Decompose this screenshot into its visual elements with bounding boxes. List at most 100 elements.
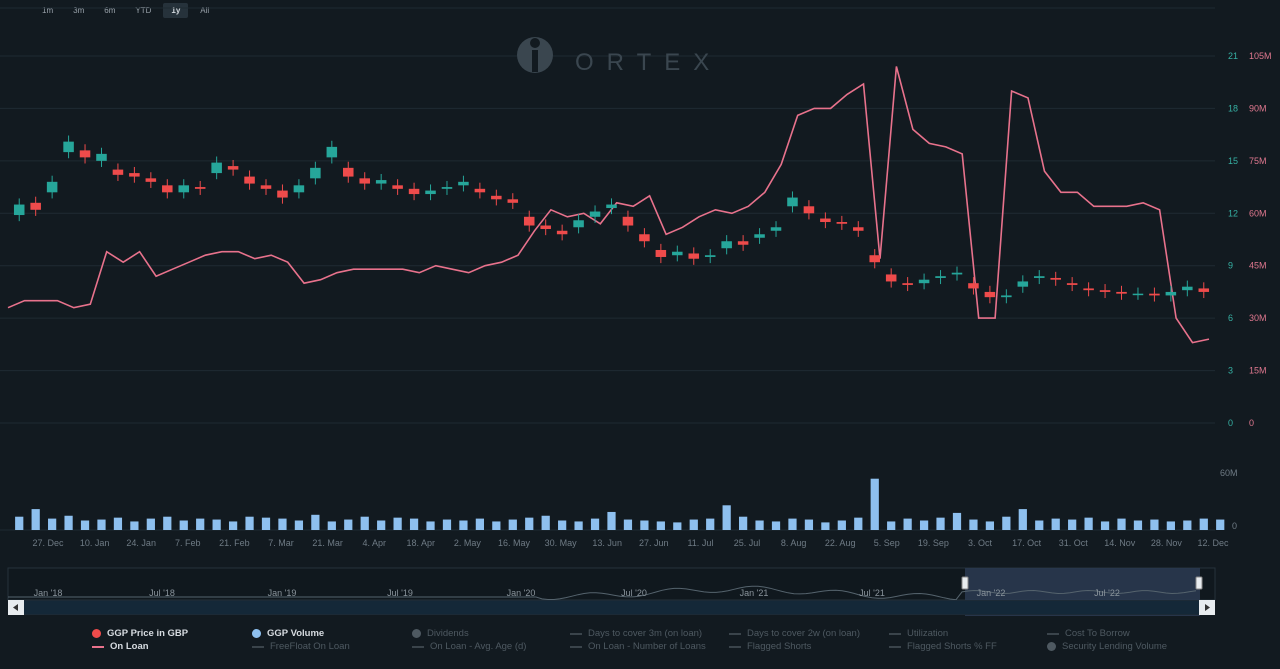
volume-bar	[294, 520, 304, 530]
legend-item-on-loan-number-of-loans[interactable]: On Loan - Number of Loans	[570, 641, 706, 652]
candle-body	[359, 178, 370, 184]
volume-bar	[311, 514, 320, 530]
legend-item-security-lending-volume[interactable]: Security Lending Volume	[1047, 641, 1167, 652]
loan-axis-tick: 60M	[1249, 208, 1267, 218]
x-axis-tick: 12. Dec	[1197, 538, 1229, 548]
volume-bar	[80, 520, 90, 530]
range-button-1y[interactable]: 1y	[163, 3, 189, 18]
legend-item-cost-to-borrow[interactable]: Cost To Borrow	[1047, 628, 1130, 639]
price-candles	[13, 135, 1210, 304]
price-axis-tick: 3	[1228, 366, 1233, 376]
volume-bar	[640, 520, 649, 530]
volume-bar	[1100, 521, 1110, 530]
navigator[interactable]: Jan '18 Jul '18 Jan '19 Jul '19 Jan '20 Jul '…	[7, 567, 1216, 616]
legend-item-utilization[interactable]: Utilization	[889, 628, 948, 639]
candle-body	[1001, 295, 1012, 298]
legend-item-flagged-shorts[interactable]: Flagged Shorts	[729, 641, 811, 652]
volume-bar	[426, 521, 435, 530]
legend-item-freefloat-on-loan[interactable]: FreeFloat On Loan	[252, 641, 350, 652]
range-button-ytd[interactable]: YTD	[135, 6, 152, 15]
price-axis-tick: 15	[1228, 156, 1238, 166]
loan-axis-tick: 45M	[1249, 261, 1267, 271]
on-loan-line	[7, 66, 1210, 344]
candle-body	[375, 180, 387, 184]
volume-bar	[804, 519, 814, 530]
volume-bar	[525, 517, 534, 530]
legend-item-ggp-volume[interactable]: GGP Volume	[252, 628, 324, 639]
x-axis-tick: 24. Jan	[126, 538, 156, 548]
chevron-left-icon	[13, 604, 18, 611]
volume-bar	[130, 521, 139, 530]
range-button-3m[interactable]: 3m	[73, 6, 85, 15]
x-axis-tick: 22. Aug	[825, 538, 856, 548]
candle-body	[1099, 290, 1111, 292]
x-axis-tick: 21. Mar	[312, 538, 343, 548]
loan-axis-tick: 15M	[1249, 366, 1267, 376]
volume-bar	[936, 517, 945, 530]
volume-bar	[870, 478, 879, 530]
candle-body	[672, 251, 683, 256]
range-selector: 1m 3m 6m YTD 1y All	[34, 3, 217, 18]
legend-item-on-loan[interactable]: On Loan	[92, 641, 149, 652]
range-button-all[interactable]: All	[200, 6, 210, 15]
candle-body	[556, 230, 568, 235]
watermark-text: ORTEX	[575, 49, 722, 76]
navigator-label: Jul '19	[387, 588, 413, 598]
navigator-label: Jul '22	[1094, 588, 1120, 598]
volume-bar	[442, 519, 452, 530]
volume-bar	[590, 518, 600, 530]
legend-item-flagged-shorts-ff[interactable]: Flagged Shorts % FF	[889, 641, 997, 652]
price-axis-tick: 9	[1228, 261, 1233, 271]
x-axis-tick: 30. May	[545, 538, 578, 548]
loan-axis-tick: 30M	[1249, 313, 1267, 323]
candle-body	[787, 197, 798, 207]
volume-bar	[1117, 518, 1126, 530]
volume-bar	[15, 516, 24, 530]
candle-body	[1182, 286, 1193, 291]
x-axis-tick: 2. May	[454, 538, 482, 548]
legend-item-on-loan-avg-age-d[interactable]: On Loan - Avg. Age (d)	[412, 641, 526, 652]
legend-line-icon	[1047, 632, 1059, 635]
navigator-label: Jan '22	[977, 588, 1006, 598]
candle-body	[1116, 291, 1127, 294]
legend-label: Days to cover 2w (on loan)	[747, 628, 860, 639]
legend-dot-icon	[412, 629, 421, 638]
candle-body	[951, 272, 963, 275]
volume-bar	[689, 519, 698, 530]
volume-bar	[261, 517, 271, 530]
legend-item-days-to-cover-2w-on-loan[interactable]: Days to cover 2w (on loan)	[729, 628, 860, 639]
price-axis-tick: 21	[1228, 51, 1238, 61]
volume-bar	[163, 516, 172, 530]
legend-line-icon	[889, 632, 901, 635]
volume-bar	[1018, 509, 1027, 530]
loan-axis-tick: 90M	[1249, 103, 1267, 113]
range-button-6m[interactable]: 6m	[104, 6, 116, 15]
volume-bar	[492, 521, 501, 530]
x-axis-tick: 8. Aug	[781, 538, 807, 548]
volume-bar	[541, 515, 550, 530]
candle-body	[63, 141, 74, 153]
candle-body	[162, 185, 173, 193]
legend-item-dividends[interactable]: Dividends	[412, 628, 469, 639]
range-button-1m[interactable]: 1m	[42, 6, 54, 15]
navigator-handle[interactable]	[1195, 576, 1203, 590]
x-axis-tick: 7. Feb	[175, 538, 201, 548]
navigator-handle[interactable]	[961, 576, 969, 590]
volume-bar	[344, 519, 353, 530]
price-axis-tick: 18	[1228, 103, 1238, 113]
legend-item-days-to-cover-3m-on-loan[interactable]: Days to cover 3m (on loan)	[570, 628, 702, 639]
candle-body	[1083, 288, 1094, 291]
volume-bar	[196, 518, 205, 530]
candle-body	[1198, 288, 1210, 292]
volume-bar	[327, 521, 336, 530]
volume-bar	[393, 517, 402, 530]
legend-label: Flagged Shorts	[747, 641, 812, 652]
legend-item-ggp-price-in-gbp[interactable]: GGP Price in GBP	[92, 628, 188, 639]
candle-body	[277, 190, 288, 198]
candle-body	[803, 206, 815, 214]
volume-bar	[952, 512, 962, 530]
volume-bar	[755, 520, 764, 530]
scrollbar-thumb[interactable]	[24, 601, 1199, 614]
volume-bar	[1068, 519, 1077, 530]
